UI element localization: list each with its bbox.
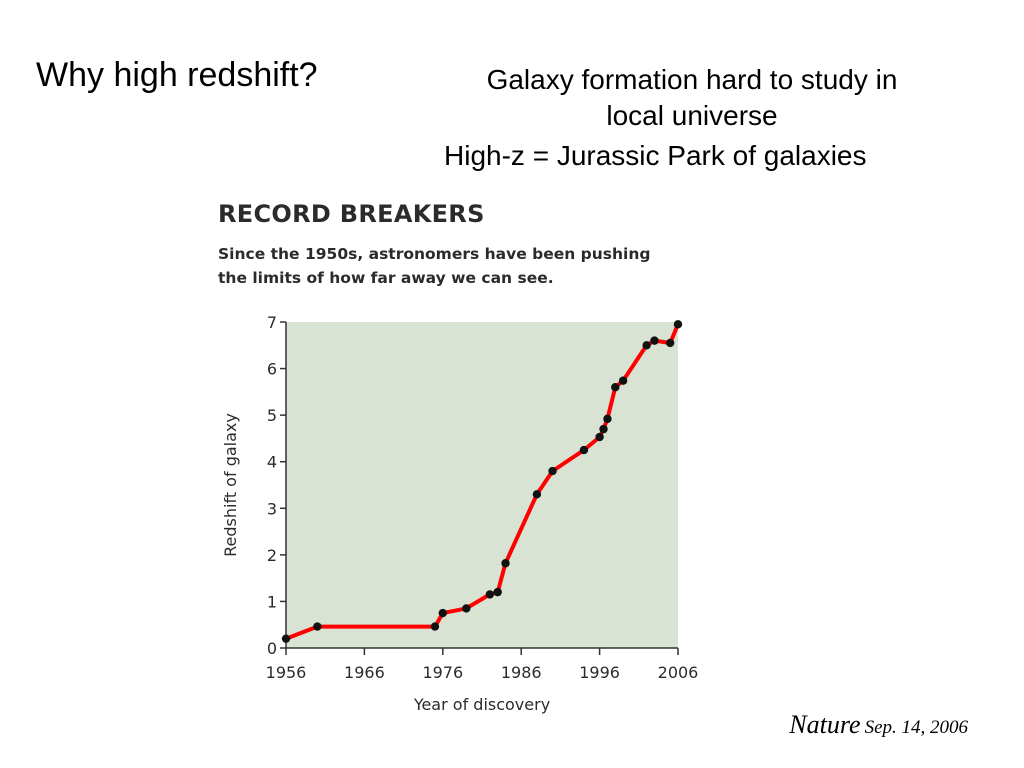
data-point <box>673 320 683 329</box>
y-tick-label: 6 <box>267 360 277 379</box>
bullet-item: Galaxy formation hard to study in local … <box>442 62 942 134</box>
credit-journal: Nature <box>789 710 861 739</box>
data-point <box>595 432 604 442</box>
slide-title: Why high redshift? <box>36 56 318 94</box>
y-axis-label: Redshift of galaxy <box>221 413 240 557</box>
data-point <box>650 336 659 345</box>
bullet-text: High-z = Jurassic Park of galaxies <box>444 140 867 171</box>
data-point <box>438 608 447 618</box>
data-point <box>532 490 542 499</box>
x-tick-label: 1996 <box>579 663 620 682</box>
y-tick-label: 0 <box>267 639 277 658</box>
y-tick-label: 5 <box>267 406 277 425</box>
data-point <box>603 414 612 424</box>
x-axis-label: Year of discovery <box>413 695 550 714</box>
y-tick-label: 1 <box>267 592 277 611</box>
bullet-text: Galaxy formation hard to study in <box>486 64 898 95</box>
data-point <box>618 376 628 385</box>
line-chart: 0 1 2 3 4 5 6 7 1956 1966 1976 1986 1996 2006 Year of… <box>221 313 699 714</box>
data-point <box>665 338 675 348</box>
data-point <box>579 445 589 455</box>
axes: 0 1 2 3 4 5 6 7 1956 1966 1976 1986 1996 2006 <box>266 313 699 682</box>
x-tick-label: 1986 <box>501 663 542 682</box>
data-point <box>281 634 291 643</box>
chart-subtitle: Since the 1950s, astronomers have been p… <box>218 245 651 287</box>
credit-date: Sep. 14, 2006 <box>864 717 968 738</box>
bullet-list: Galaxy formation hard to study in local … <box>444 62 942 174</box>
data-point <box>430 622 440 631</box>
y-tick-label: 7 <box>267 313 277 332</box>
bullet-text-continued: local universe <box>606 100 778 131</box>
data-point <box>493 587 502 597</box>
chart-title: RECORD BREAKERS <box>218 200 485 228</box>
data-point <box>462 604 471 613</box>
data-point <box>313 622 322 631</box>
x-tick-label: 1956 <box>266 663 307 682</box>
series-marks <box>281 320 683 643</box>
data-point <box>642 341 651 350</box>
data-point <box>485 590 495 599</box>
data-point <box>599 424 608 434</box>
x-tick-label: 1966 <box>344 663 385 682</box>
y-tick-label: 2 <box>267 546 277 565</box>
data-point <box>501 559 510 568</box>
x-tick-label: 2006 <box>658 663 699 682</box>
x-tick-label: 1976 <box>422 663 463 682</box>
data-point <box>548 466 557 476</box>
y-tick-label: 3 <box>267 499 277 518</box>
plot-area <box>286 322 678 648</box>
data-point <box>611 383 620 392</box>
source-credit: Nature Sep. 14, 2006 <box>789 710 968 740</box>
y-tick-label: 4 <box>267 453 277 472</box>
bullet-item: High-z = Jurassic Park of galaxies <box>444 138 942 174</box>
